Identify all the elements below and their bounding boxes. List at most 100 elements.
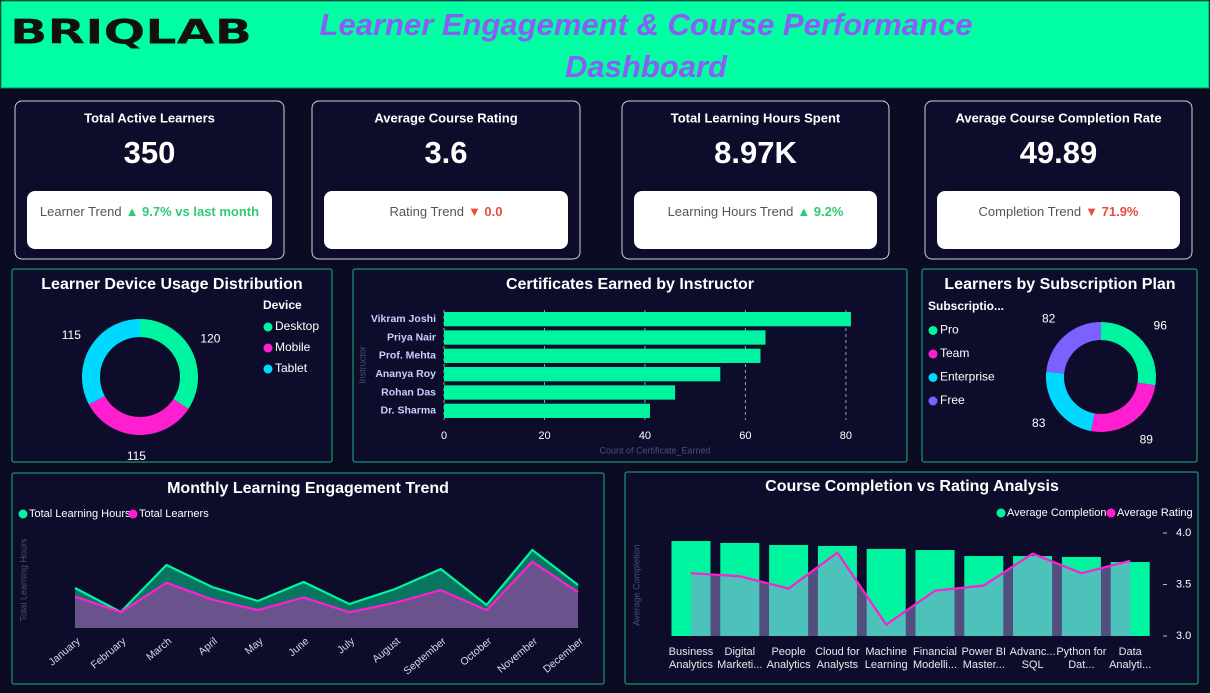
donut-slice: [88, 395, 189, 435]
title-box: Learner Engagement & Course Performance …: [320, 7, 973, 84]
kpi-trend-box: [27, 191, 272, 249]
kpi-trend-value: ▲ 9.7% vs last month: [126, 204, 260, 219]
legend-title: Subscriptio...: [928, 299, 1004, 313]
kpi-trend: Rating Trend ▼ 0.0: [390, 204, 503, 219]
legend-marker: [928, 373, 938, 382]
legend-marker: [928, 326, 938, 335]
y-tick-label: Ananya Roy: [375, 368, 436, 380]
y-tick-label: Priya Nair: [387, 331, 436, 343]
x-tick-label: Cloud for Analysts: [815, 646, 860, 671]
y-axis-title: Average Completion: [631, 544, 641, 625]
legend-label: Mobile: [275, 340, 311, 354]
kpi-trend: Learning Hours Trend ▲ 9.2%: [668, 204, 844, 219]
slice-label: 83: [1032, 416, 1046, 430]
y2-tick-label: 3.0: [1176, 630, 1191, 642]
x-tick-box: Financial Modelli...: [912, 646, 958, 671]
legend-label: Pro: [940, 323, 959, 337]
x-tick-box: Data Analyti...: [1109, 646, 1151, 671]
legend-marker: [1106, 508, 1116, 518]
bar: [444, 385, 676, 400]
x-tick-label: Digital Marketi...: [717, 646, 763, 671]
x-tick-box: Python for Dat...: [1056, 646, 1107, 671]
legend-marker: [996, 508, 1006, 518]
kpi-title: Average Course Rating: [374, 110, 517, 125]
kpi-title: Total Active Learners: [84, 110, 215, 125]
kpi-trend-box: [324, 191, 568, 249]
legend-marker: [263, 364, 273, 374]
legend-marker: [928, 396, 938, 406]
bar: [444, 330, 766, 345]
legend-label: Desktop: [275, 319, 319, 333]
legend-label: Average Completion: [1007, 507, 1106, 519]
x-tick-label: Business Analytics: [668, 646, 714, 671]
kpi-value: 3.6: [424, 135, 467, 170]
slice-label: 96: [1154, 318, 1168, 332]
x-tick-label: Financial Modelli...: [912, 646, 958, 671]
x-tick-box: People Analytics: [766, 646, 811, 671]
area-line: [74, 548, 579, 614]
x-tick-box: Cloud for Analysts: [815, 646, 860, 671]
donut-slice: [1091, 382, 1156, 432]
y-tick-label: Vikram Joshi: [371, 313, 436, 325]
header-band: [0, 0, 1210, 89]
kpi-title: Average Course Completion Rate: [955, 110, 1161, 125]
legend-title: Device: [263, 298, 302, 312]
x-tick-label: Python for Dat...: [1056, 646, 1107, 671]
kpi-value: 350: [124, 135, 176, 170]
legend-marker: [263, 322, 273, 332]
y-tick-label: Prof. Mehta: [379, 350, 436, 362]
kpi-trend-label: Completion Trend: [979, 204, 1082, 219]
kpi-trend-label: Rating Trend: [390, 204, 464, 219]
kpi-trend-value: ▼ 0.0: [468, 204, 503, 219]
logo: BRIQLAB: [10, 13, 252, 53]
kpi-trend-label: Learner Trend: [40, 204, 122, 219]
kpi-trend: Learner Trend ▲ 9.7% vs last month: [40, 204, 259, 219]
x-tick-label: 80: [840, 430, 852, 442]
bar: [444, 367, 721, 382]
slice-label: 115: [127, 449, 146, 463]
kpi-value: 49.89: [1020, 135, 1098, 170]
x-tick-label: Machine Learning: [864, 646, 908, 671]
line: [690, 551, 1131, 627]
panel-title: Learners by Subscription Plan: [944, 276, 1175, 293]
panel: [11, 268, 333, 463]
y2-tick-label: 3.5: [1176, 578, 1191, 590]
panel: [11, 472, 605, 685]
bar: [444, 348, 761, 363]
y-axis-title: Total Learning Hours: [18, 538, 28, 622]
bar: [444, 403, 650, 418]
x-tick-label: 60: [739, 430, 751, 442]
slice-label: 115: [62, 328, 81, 342]
y-tick-label: Dr. Sharma: [381, 405, 437, 417]
x-tick-box: Business Analytics: [668, 646, 714, 671]
bar: [444, 312, 851, 327]
donut-slice: [1045, 371, 1095, 432]
x-tick-label: Advanc... SQL: [1009, 646, 1056, 671]
legend-label: Total Learning Hours: [29, 508, 131, 520]
donut-slice: [82, 319, 140, 405]
x-tick-box: Digital Marketi...: [717, 646, 763, 671]
x-tick-label: People Analytics: [766, 646, 811, 671]
legend-label: Tablet: [275, 361, 308, 375]
x-tick-box: Power BI Master...: [961, 646, 1006, 671]
kpi-trend-box: [937, 191, 1180, 249]
legend-label: Total Learners: [139, 508, 209, 520]
donut-slice: [1046, 322, 1101, 374]
y-axis-title: Instructor: [357, 346, 367, 384]
panel-title: Certificates Earned by Instructor: [506, 276, 754, 293]
x-tick-box: Machine Learning: [864, 646, 908, 671]
legend-label: Enterprise: [940, 370, 995, 384]
x-tick-label: 40: [639, 430, 651, 442]
x-tick-label: 20: [538, 430, 550, 442]
donut-slice: [1101, 322, 1156, 386]
legend-label: Team: [940, 346, 969, 360]
legend-marker: [263, 343, 273, 353]
kpi-trend-value: ▼ 71.9%: [1085, 204, 1139, 219]
x-tick-label: 0: [441, 430, 447, 442]
x-axis-title: Count of Certificate_Earned: [599, 445, 710, 455]
area-line: [74, 560, 579, 614]
panel: [352, 268, 908, 463]
kpi-trend-value: ▲ 9.2%: [797, 204, 844, 219]
area-fill: [75, 561, 579, 628]
